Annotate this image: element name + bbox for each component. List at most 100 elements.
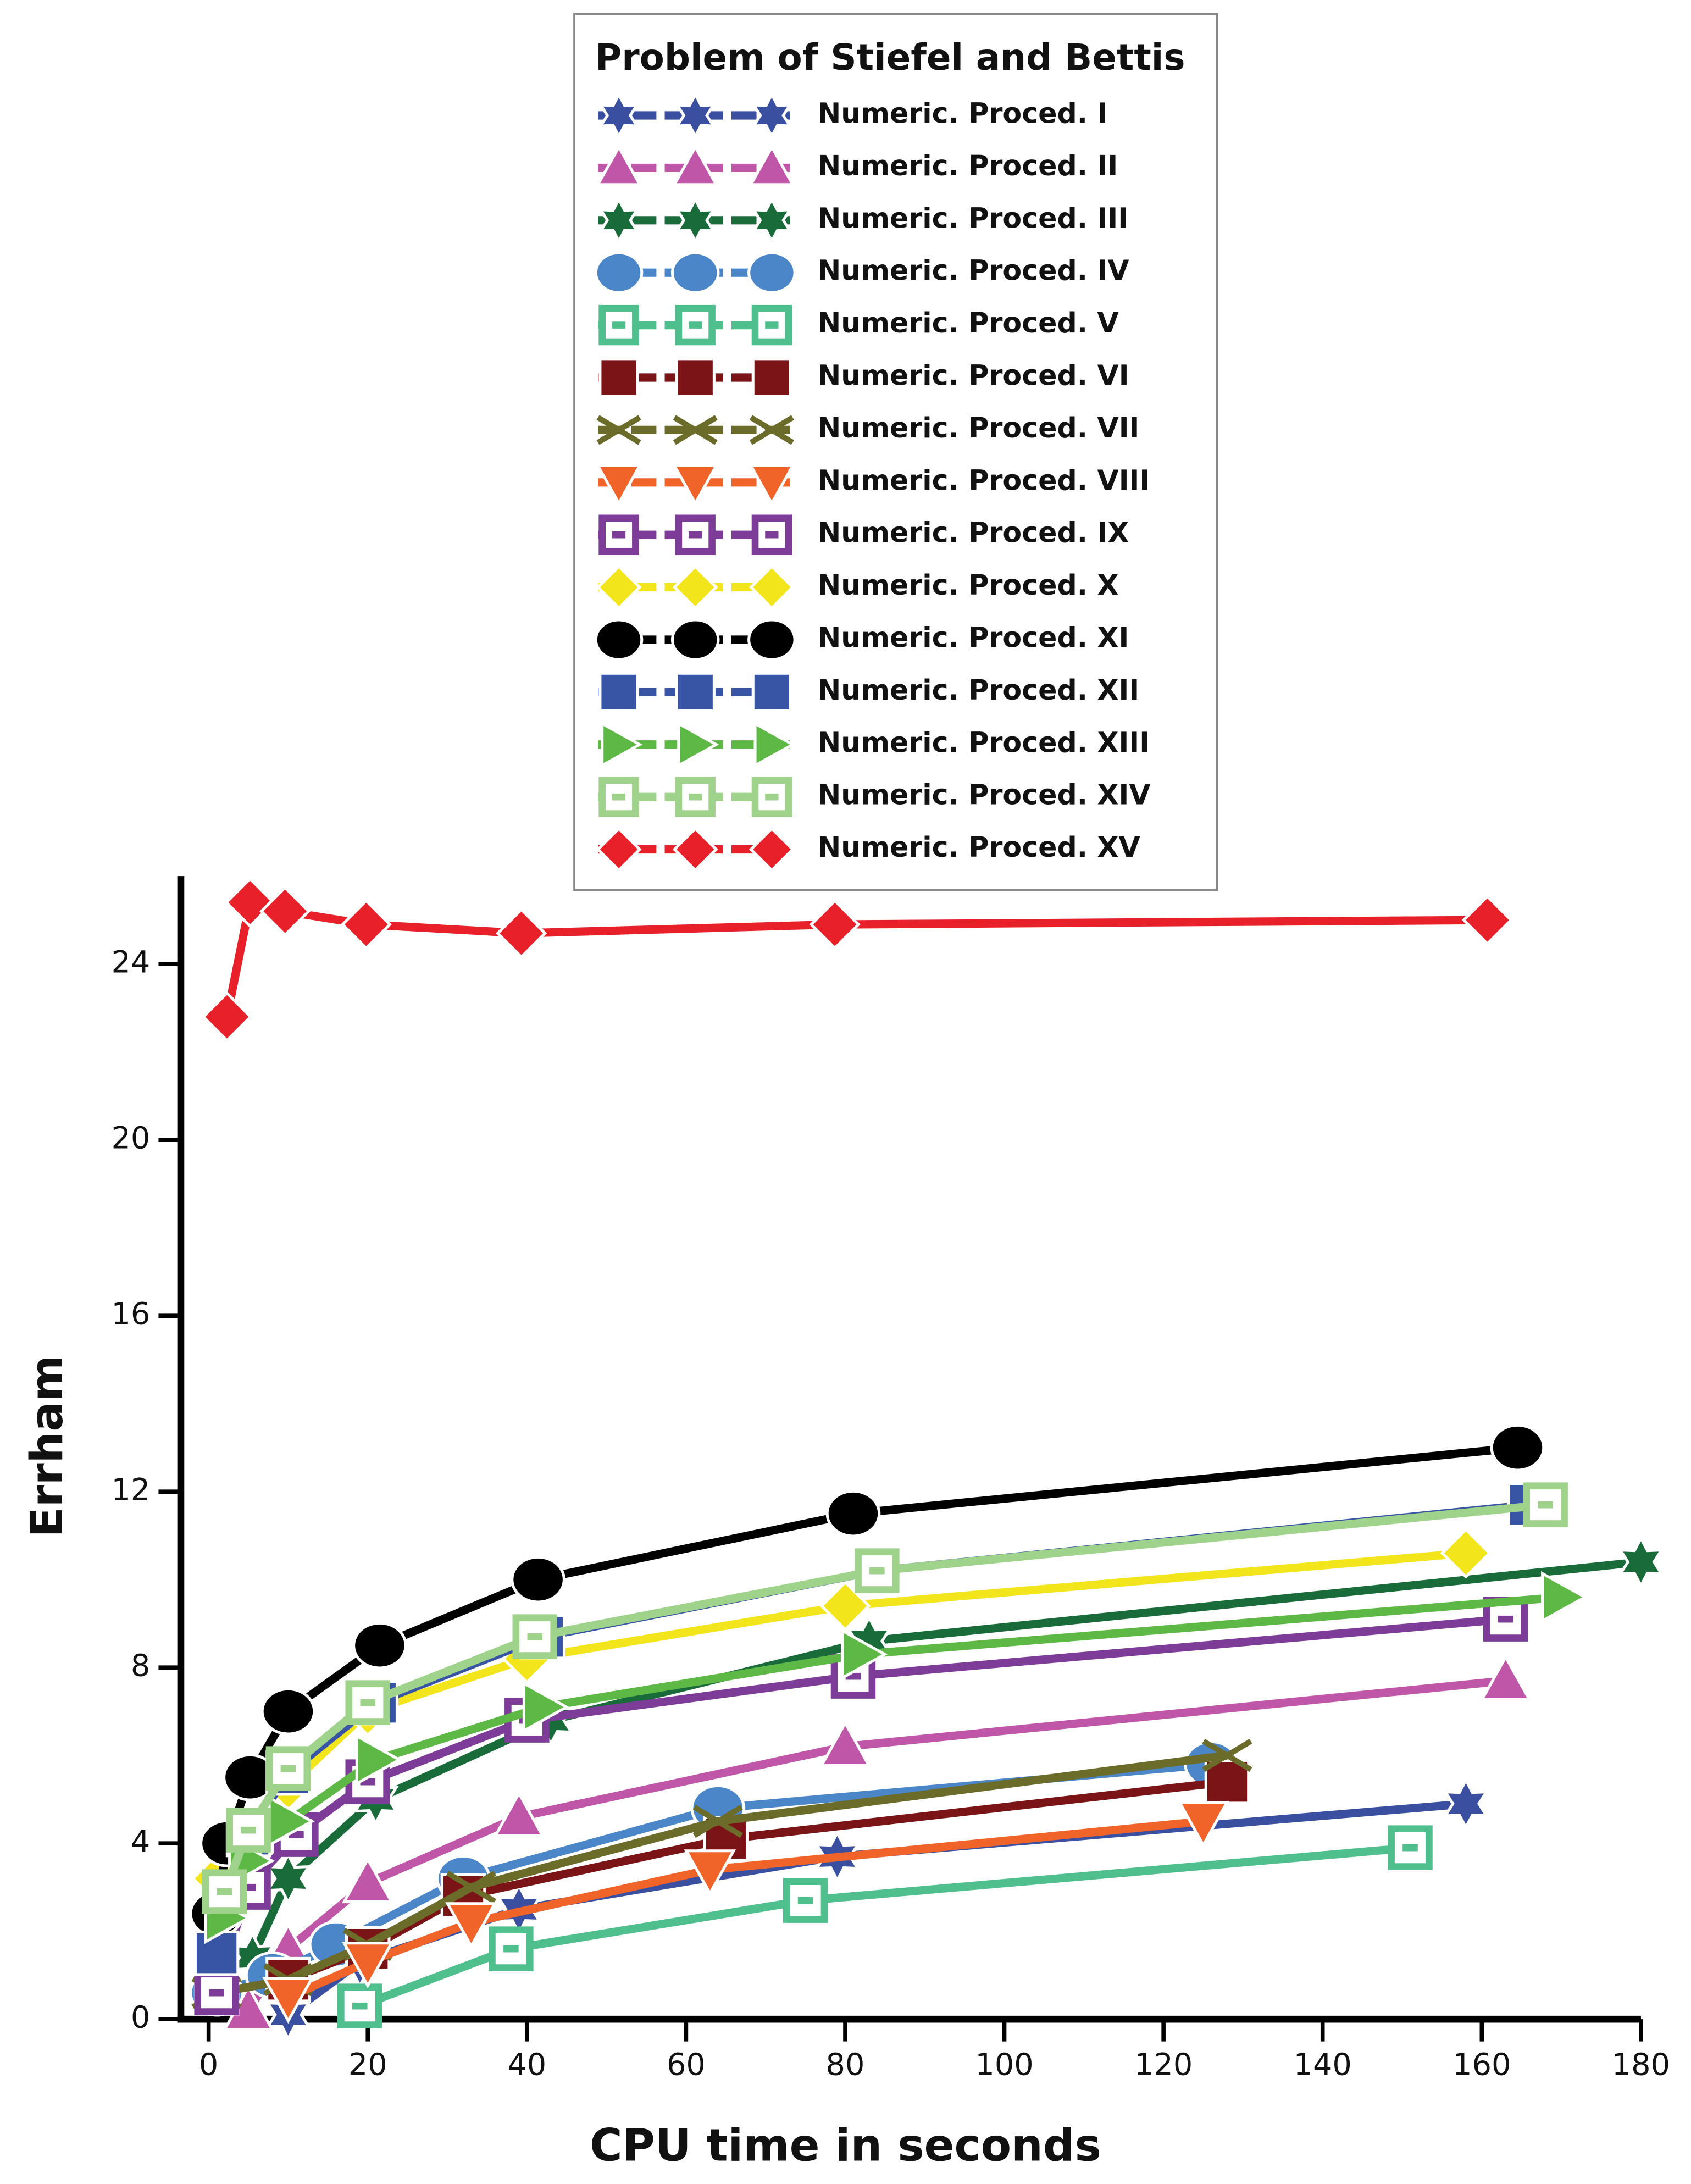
x-tick-label: 120 xyxy=(1134,2047,1193,2082)
legend-label: Numeric. Proced. IV xyxy=(818,254,1129,287)
x-tick-label: 180 xyxy=(1612,2047,1670,2082)
x-tick-label: 160 xyxy=(1452,2047,1511,2082)
legend-label: Numeric. Proced. VI xyxy=(818,359,1129,392)
legend-box xyxy=(573,13,1218,891)
marker xyxy=(511,1555,565,1604)
marker xyxy=(751,672,792,713)
marker xyxy=(337,1983,382,2028)
marker xyxy=(596,415,641,445)
y-tick-label: 20 xyxy=(111,1120,150,1156)
y-axis-label: Errham xyxy=(21,1355,73,1538)
marker xyxy=(674,196,716,245)
marker xyxy=(749,827,795,873)
y-tick-label: 12 xyxy=(111,1472,150,1507)
marker xyxy=(1443,1777,1489,1831)
marker xyxy=(446,1870,497,1904)
legend-label: Numeric. Proced. IX xyxy=(818,517,1129,549)
marker xyxy=(259,885,311,937)
marker xyxy=(751,196,792,245)
marker xyxy=(193,1930,240,1976)
x-tick-label: 20 xyxy=(348,2047,387,2082)
marker xyxy=(598,777,639,817)
marker xyxy=(751,777,792,817)
marker xyxy=(672,144,719,186)
marker xyxy=(1490,1423,1545,1472)
marker xyxy=(751,91,792,140)
legend-label: Numeric. Proced. V xyxy=(818,307,1119,339)
marker xyxy=(1440,1527,1492,1579)
marker xyxy=(749,464,795,506)
marker xyxy=(1541,1571,1588,1623)
marker xyxy=(598,514,639,555)
marker xyxy=(1177,1801,1229,1848)
legend-title: Problem of Stiefel and Bettis xyxy=(595,36,1185,79)
marker xyxy=(753,721,796,768)
marker xyxy=(751,357,792,398)
marker xyxy=(226,1808,271,1853)
marker xyxy=(677,721,719,768)
marker xyxy=(675,357,716,398)
legend-label: Numeric. Proced. XI xyxy=(818,621,1129,653)
marker xyxy=(675,304,716,346)
series xyxy=(201,877,1513,1043)
marker xyxy=(674,91,716,140)
marker xyxy=(598,196,640,245)
marker xyxy=(355,1733,402,1786)
marker xyxy=(489,1926,534,1971)
marker xyxy=(493,1790,545,1838)
legend-label: Numeric. Proced. X xyxy=(818,569,1119,601)
x-tick-label: 40 xyxy=(507,2047,546,2082)
y-tick-label: 24 xyxy=(111,944,150,980)
marker xyxy=(684,1849,736,1897)
marker xyxy=(352,1621,407,1670)
marker xyxy=(512,1614,558,1659)
marker xyxy=(673,415,718,445)
series xyxy=(337,1825,1433,2028)
marker xyxy=(594,251,644,294)
marker xyxy=(598,304,639,346)
marker xyxy=(345,1680,390,1725)
marker xyxy=(224,877,276,928)
series-line xyxy=(223,898,1488,1018)
marker xyxy=(672,564,718,611)
marker xyxy=(194,1970,239,2015)
marker xyxy=(672,464,719,506)
marker xyxy=(670,251,720,294)
marker xyxy=(202,1869,247,1914)
marker xyxy=(496,907,547,959)
marker xyxy=(260,1687,316,1736)
marker xyxy=(675,514,716,555)
marker xyxy=(341,1942,394,1989)
legend-label: Numeric. Proced. XIV xyxy=(818,779,1151,811)
series xyxy=(262,1801,1229,2024)
marker xyxy=(819,1720,872,1767)
marker xyxy=(692,1804,743,1838)
y-tick-label: 16 xyxy=(111,1296,150,1332)
marker xyxy=(672,827,718,873)
marker xyxy=(601,721,643,768)
marker xyxy=(809,899,861,950)
marker xyxy=(1617,1535,1664,1589)
x-tick-label: 80 xyxy=(826,2047,865,2082)
marker xyxy=(819,1580,871,1632)
y-tick-label: 8 xyxy=(131,1648,150,1683)
marker xyxy=(595,464,642,506)
marker xyxy=(598,91,640,140)
x-tick-label: 0 xyxy=(199,2047,218,2082)
marker xyxy=(670,618,720,661)
marker xyxy=(1461,894,1513,946)
series xyxy=(202,1482,1568,1914)
series xyxy=(222,1654,1532,2031)
marker xyxy=(747,251,796,294)
marker xyxy=(1388,1825,1433,1870)
marker xyxy=(751,304,792,346)
marker xyxy=(594,618,644,661)
marker xyxy=(341,1856,394,1904)
marker xyxy=(749,144,795,186)
legend-label: Numeric. Proced. XII xyxy=(818,674,1139,706)
marker xyxy=(825,1489,881,1538)
marker xyxy=(598,357,639,398)
marker xyxy=(840,1628,888,1681)
marker xyxy=(265,1746,311,1791)
